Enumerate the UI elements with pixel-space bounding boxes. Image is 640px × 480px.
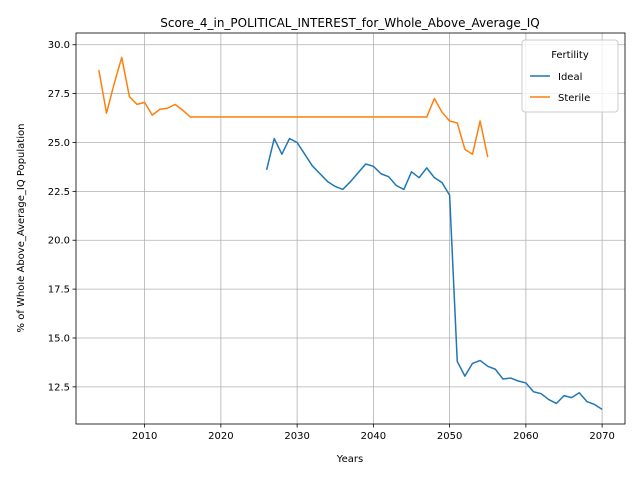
x-axis-label: Years [336, 454, 363, 465]
y-tick-label: 25.0 [48, 138, 70, 149]
tick-layer: 2010 2020 2030 2040 2050 2060 2070 12.5 15.0 17.5… [48, 40, 615, 442]
series-layer [98, 56, 603, 410]
x-tick-label: 2030 [284, 431, 309, 442]
y-tick-label: 12.5 [48, 382, 70, 393]
legend-label-ideal: Ideal [558, 72, 582, 83]
x-tick-label: 2010 [132, 431, 157, 442]
legend-label-sterile: Sterile [558, 93, 590, 104]
legend: Fertility Ideal Sterile [521, 39, 619, 113]
y-tick-label: 22.5 [48, 187, 70, 198]
axes-frame [75, 32, 626, 425]
y-tick-label: 30.0 [48, 40, 70, 51]
y-tick-label: 17.5 [48, 285, 70, 296]
legend-box [521, 39, 619, 113]
x-tick-label: 2020 [208, 431, 233, 442]
series-line-sterile [98, 56, 489, 158]
y-axis-label: % of Whole Above_Average_IQ Population [16, 124, 27, 333]
x-tick-label: 2070 [589, 431, 614, 442]
y-tick-label: 20.0 [48, 236, 70, 247]
series-line-ideal [265, 137, 603, 410]
y-tick-label: 27.5 [48, 89, 70, 100]
legend-title: Fertility [551, 50, 589, 61]
x-tick-label: 2040 [361, 431, 386, 442]
x-tick-label: 2060 [513, 431, 538, 442]
y-tick-label: 15.0 [48, 333, 70, 344]
chart-title: Score_4_in_POLITICAL_INTEREST_for_Whole_… [160, 16, 539, 30]
x-tick-label: 2050 [437, 431, 462, 442]
